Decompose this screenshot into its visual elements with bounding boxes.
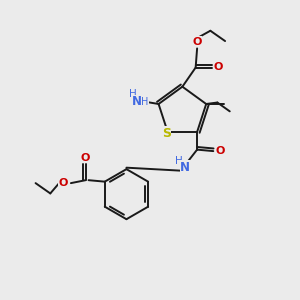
Text: O: O <box>214 62 223 72</box>
Text: N: N <box>131 95 142 108</box>
Text: O: O <box>192 37 202 47</box>
Text: O: O <box>58 178 68 188</box>
Text: O: O <box>81 152 90 163</box>
Text: O: O <box>215 146 224 156</box>
Text: H: H <box>175 156 183 167</box>
Text: H: H <box>141 97 148 107</box>
Text: H: H <box>129 89 137 99</box>
Text: S: S <box>162 127 171 140</box>
Text: N: N <box>180 161 190 174</box>
